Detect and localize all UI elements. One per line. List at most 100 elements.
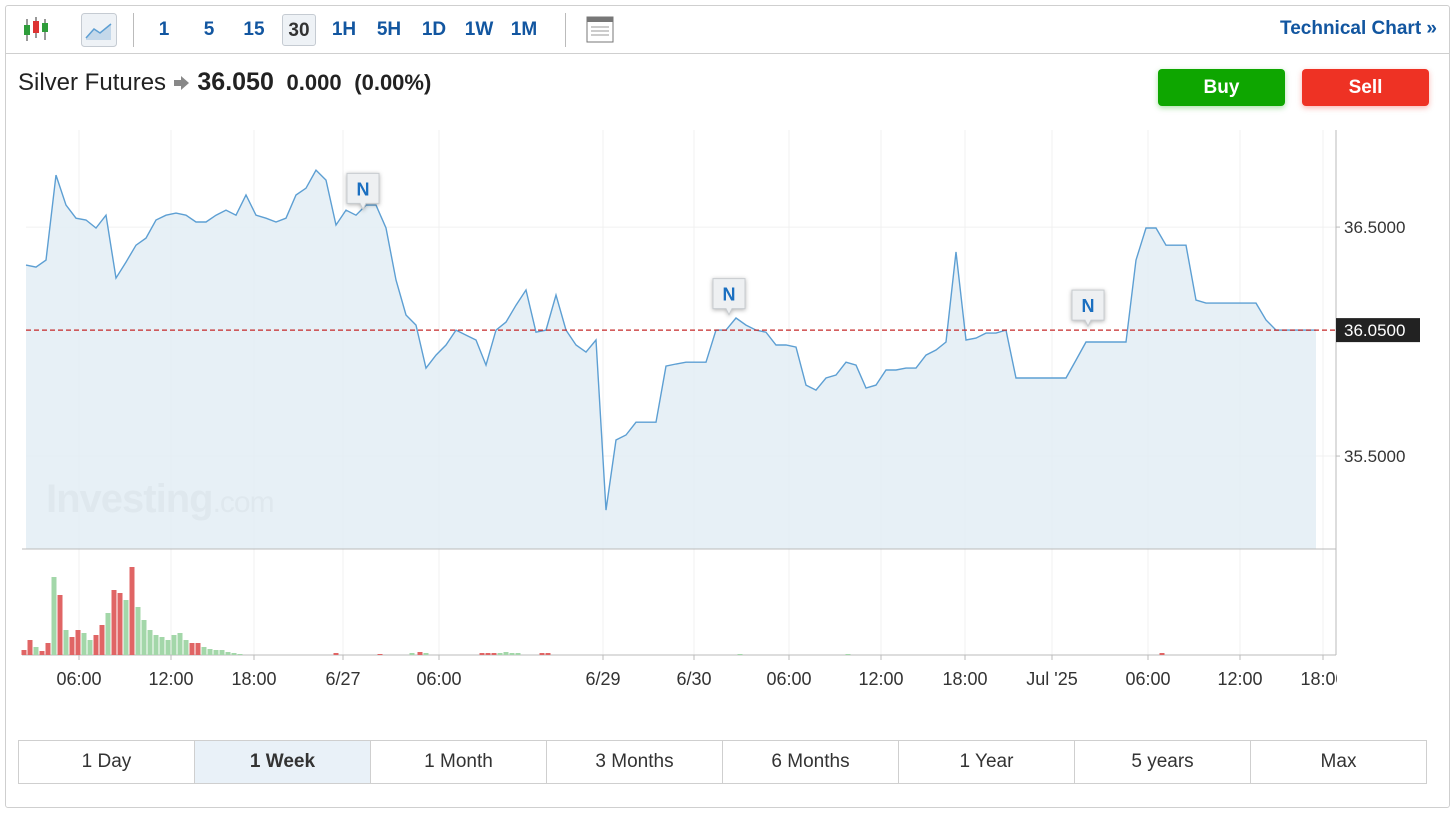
volume-bar <box>183 640 189 655</box>
period-tab[interactable]: 5 years <box>1074 741 1250 783</box>
x-tick-label: 12:00 <box>1217 669 1262 689</box>
volume-bar <box>105 613 111 655</box>
x-axis: 06:00 12:00 18:00 6/27 06:00 6/29 6/30 06:00 12:… <box>56 669 1337 689</box>
y-tick-label: 35.5000 <box>1344 447 1405 466</box>
change: 0.000 <box>286 70 342 95</box>
interval-button[interactable]: 1D <box>421 19 447 40</box>
sell-button[interactable]: Sell <box>1302 69 1429 106</box>
volume-bar <box>63 630 69 655</box>
x-tick-label: 06:00 <box>1125 669 1170 689</box>
news-marker-label: N <box>723 285 736 305</box>
chart: 06:00 12:00 18:00 6/27 06:00 6/29 6/30 06:00 12:… <box>21 130 1420 689</box>
volume-bar <box>93 635 99 655</box>
volume-bar <box>409 653 415 655</box>
x-tick-label: 6/27 <box>325 669 360 689</box>
news-marker[interactable]: N <box>1071 289 1105 328</box>
candlestick-icon[interactable] <box>22 16 52 44</box>
widget: 1 5 15 30 1H 5H 1D 1W 1M Technical Chart » <box>5 5 1450 808</box>
interval-button[interactable]: 1H <box>331 19 357 40</box>
x-tick-label: 6/30 <box>676 669 711 689</box>
volume-bar <box>845 654 851 655</box>
interval-button[interactable]: 1W <box>464 19 494 40</box>
volume-bar <box>27 640 33 655</box>
volume-bar <box>99 625 105 655</box>
period-tab[interactable]: 3 Months <box>546 741 722 783</box>
period-tab[interactable]: 6 Months <box>722 741 898 783</box>
volume-bar <box>75 630 81 655</box>
last-price-box <box>1336 318 1420 343</box>
last-price-label: 36.0500 <box>1344 321 1405 340</box>
interval-button[interactable]: 5 <box>203 19 215 40</box>
separator <box>565 13 566 47</box>
instrument-name: Silver Futures <box>18 69 167 96</box>
line <box>25 168 1316 511</box>
volume-bar <box>21 650 27 655</box>
volume-bar <box>509 653 515 655</box>
interval-button[interactable]: 30 <box>282 14 316 46</box>
volume-bar <box>81 633 87 655</box>
x-tick-label: Jul '25 <box>1026 669 1077 689</box>
volume-bar <box>57 595 63 655</box>
price: 36.050 <box>197 68 274 96</box>
news-marker-box <box>346 172 380 211</box>
instrument-header: Silver Futures 36.050 0.000 (0.00%) <box>18 68 431 97</box>
volume-bar <box>129 567 135 655</box>
buy-button[interactable]: Buy <box>1158 69 1285 106</box>
x-tick-label: 06:00 <box>416 669 461 689</box>
volume-bar <box>117 593 123 655</box>
area <box>26 170 1316 549</box>
volume-bar <box>141 620 147 655</box>
news-marker[interactable]: N <box>712 278 746 316</box>
volume-bar <box>111 590 117 655</box>
volume-bar <box>195 643 201 655</box>
volume-bar <box>189 643 195 655</box>
volume-bar <box>135 607 141 655</box>
volume-bar <box>737 654 743 655</box>
period-tab[interactable]: 1 Month <box>370 741 546 783</box>
x-tick-label: 12:00 <box>858 669 903 689</box>
period-tab[interactable]: 1 Week <box>194 741 370 783</box>
volume-bar <box>545 653 551 655</box>
period-tabs: 1 Day 1 Week 1 Month 3 Months 6 Months 1 Year… <box>18 740 1427 784</box>
volume-bar <box>153 635 159 655</box>
volume-bar <box>201 647 207 655</box>
news-marker-label: N <box>1082 296 1095 316</box>
period-tab[interactable]: Max <box>1250 741 1426 783</box>
volume-bar <box>171 635 177 655</box>
interval-button[interactable]: 5H <box>376 19 402 40</box>
volume-bar <box>503 652 509 655</box>
volume-bar <box>417 652 423 655</box>
volume-bar <box>539 653 545 655</box>
volume-bar <box>33 647 39 655</box>
period-tab[interactable]: 1 Year <box>898 741 1074 783</box>
volume-bar <box>423 653 429 655</box>
volume-bar <box>87 640 93 655</box>
table-icon[interactable] <box>586 16 614 43</box>
area-chart-icon[interactable] <box>81 13 117 47</box>
volume-bar <box>231 653 237 655</box>
volume-bar <box>497 653 503 655</box>
interval-button[interactable]: 1M <box>510 19 538 40</box>
volume-bar <box>491 653 497 655</box>
volume-bar <box>165 640 171 655</box>
volume-bar <box>39 651 45 655</box>
interval-button[interactable]: 15 <box>243 19 265 40</box>
volume-bar <box>485 653 491 655</box>
x-tick-label: 18:00 <box>231 669 276 689</box>
technical-chart-link[interactable]: Technical Chart » <box>1280 18 1437 39</box>
volume-bar <box>207 649 213 655</box>
x-tick-label: 06:00 <box>56 669 101 689</box>
x-tick-label: 12:00 <box>148 669 193 689</box>
volume-bar <box>159 637 165 655</box>
period-tab[interactable]: 1 Day <box>81 751 132 772</box>
news-marker[interactable]: N <box>346 172 380 211</box>
separator <box>133 13 134 47</box>
volume-bar <box>237 654 243 655</box>
interval-button[interactable]: 1 <box>158 19 170 40</box>
volume-bar <box>479 653 485 655</box>
arrow-icon <box>173 76 189 90</box>
volume-bar <box>147 630 153 655</box>
x-tick-label: 18:00 <box>942 669 987 689</box>
news-marker-label: N <box>357 179 370 199</box>
volume-bar <box>1159 653 1165 655</box>
